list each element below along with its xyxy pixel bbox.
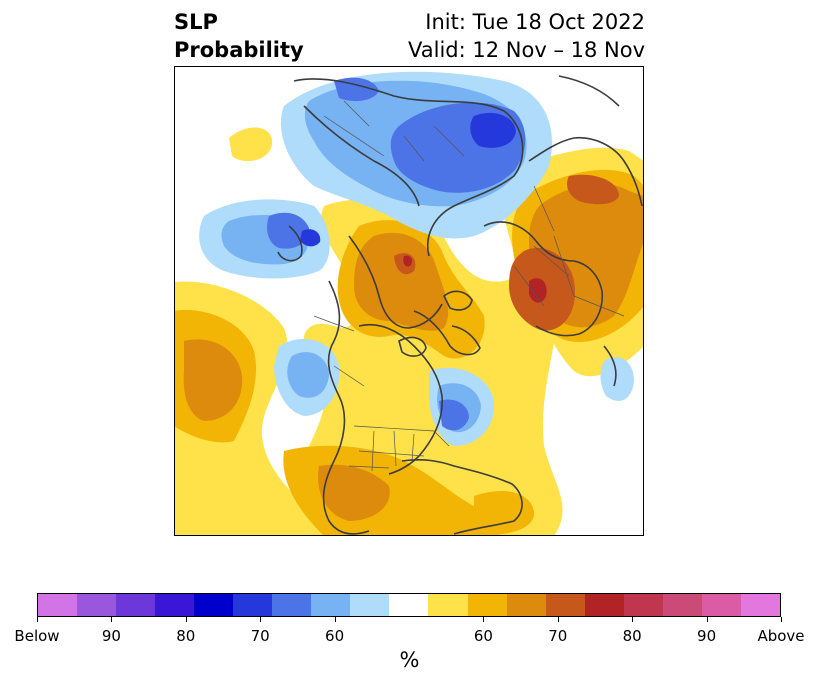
colorbar-segment [662, 594, 702, 616]
colorbar-tick-mark [483, 617, 485, 622]
colorbar-tick-mark [334, 617, 336, 622]
colorbar-tick-mark [260, 617, 262, 622]
colorbar-tick-label: 90 [697, 627, 717, 645]
colorbar-segment [38, 594, 78, 616]
colorbar-segment [467, 594, 507, 616]
title-line-2: Probability [174, 38, 304, 62]
colorbar-tick-label: 60 [325, 627, 345, 645]
colorbar-tick-label: 80 [622, 627, 642, 645]
colorbar-segment [740, 594, 780, 616]
colorbar-segment [350, 594, 390, 616]
map-border [174, 66, 644, 536]
colorbar-tick-mark [632, 617, 634, 622]
colorbar-segment [701, 594, 741, 616]
colorbar-segment [506, 594, 546, 616]
forecast-dates: Init: Tue 18 Oct 2022 Valid: 12 Nov – 18… [408, 8, 645, 64]
colorbar-segment [311, 594, 351, 616]
colorbar-segment [155, 594, 195, 616]
colorbar-tick-label: 90 [101, 627, 121, 645]
colorbar-tick-label: 70 [250, 627, 270, 645]
coastlines [277, 75, 643, 535]
colorbar-segment [428, 594, 468, 616]
colorbar [37, 593, 781, 617]
colorbar-segment [584, 594, 624, 616]
colorbar-segment [233, 594, 273, 616]
above-80-zones [403, 255, 547, 303]
colorbar-tick-mark [37, 617, 38, 622]
probability-map [174, 66, 644, 536]
colorbar-segment [389, 594, 429, 616]
colorbar-segment [77, 594, 117, 616]
colorbar-units: % [399, 648, 420, 672]
colorbar-segment [545, 594, 585, 616]
colorbar-tick-mark [706, 617, 708, 622]
colorbar-tick-label: 80 [176, 627, 196, 645]
below-75-zones [300, 112, 516, 247]
colorbar-segment [194, 594, 234, 616]
title-line-1: SLP [174, 10, 218, 34]
colorbar-tick-label: Below [14, 627, 60, 645]
colorbar-segment [116, 594, 156, 616]
colorbar-tick-label: Above [757, 627, 805, 645]
country-borders [313, 100, 625, 472]
colorbar-tick-mark [111, 617, 113, 622]
colorbar-tick-mark [557, 617, 559, 622]
map-title: SLP Probability [174, 8, 304, 64]
colorbar-tick-label: 70 [548, 627, 568, 645]
valid-range: Valid: 12 Nov – 18 Nov [408, 38, 645, 62]
colorbar-segment [272, 594, 312, 616]
colorbar-tick-mark [781, 617, 782, 622]
colorbar-tick-mark [185, 617, 187, 622]
colorbar-tick-label: 60 [473, 627, 493, 645]
colorbar-segment [623, 594, 663, 616]
init-date: Init: Tue 18 Oct 2022 [425, 10, 645, 34]
